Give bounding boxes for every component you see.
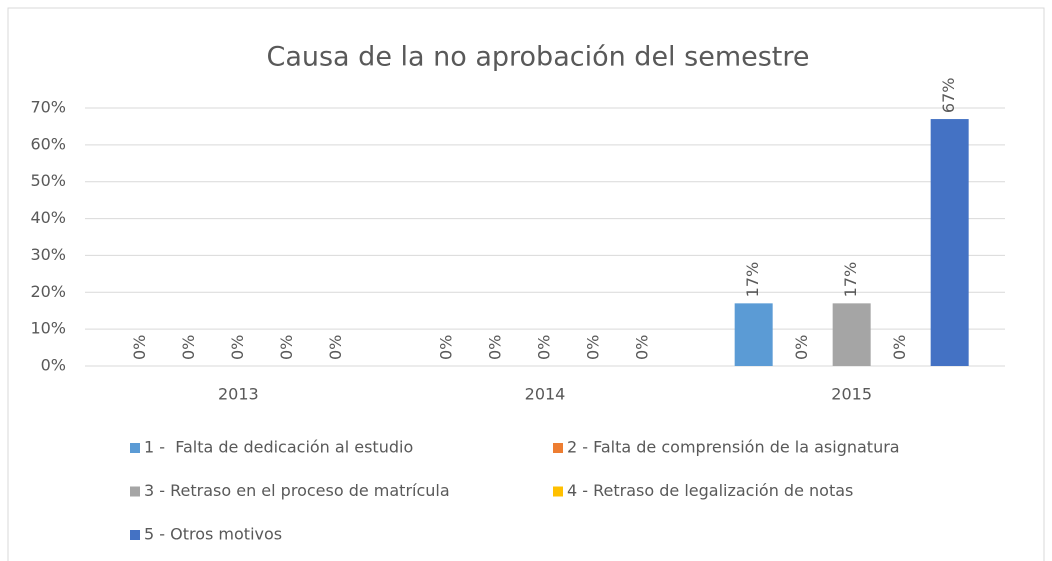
chart-title: Causa de la no aprobación del semestre xyxy=(266,42,809,73)
value-label: 0% xyxy=(633,335,652,360)
value-label: 17% xyxy=(743,262,762,298)
y-tick-label: 30% xyxy=(30,245,66,264)
value-label: 17% xyxy=(841,262,860,298)
value-label: 0% xyxy=(277,335,296,360)
y-tick-label: 70% xyxy=(30,98,66,117)
legend-label: 2 - Falta de comprensión de la asignatur… xyxy=(567,438,900,457)
legend-swatch xyxy=(130,443,140,453)
chart-border xyxy=(7,7,1045,561)
legend-swatch xyxy=(130,530,140,540)
legend-label: 5 - Otros motivos xyxy=(144,525,282,544)
legend-label: 1 - Falta de dedicación al estudio xyxy=(144,438,413,457)
value-label: 0% xyxy=(486,335,505,360)
value-label: 0% xyxy=(179,335,198,360)
value-label: 0% xyxy=(792,335,811,360)
y-tick-label: 10% xyxy=(30,319,66,338)
legend-swatch xyxy=(130,486,140,497)
legend-swatch xyxy=(553,443,563,453)
legend-label: 3 - Retraso en el proceso de matrícula xyxy=(144,481,450,500)
y-tick-label: 60% xyxy=(30,134,66,153)
value-label: 0% xyxy=(326,335,345,360)
x-tick-label: 2014 xyxy=(525,385,566,404)
value-label: 0% xyxy=(890,335,909,360)
y-tick-label: 50% xyxy=(30,171,66,190)
value-label: 0% xyxy=(535,335,554,360)
legend-label: 4 - Retraso de legalización de notas xyxy=(567,481,853,500)
bar xyxy=(930,119,969,366)
bar xyxy=(832,303,871,366)
value-label: 0% xyxy=(130,335,149,360)
value-label: 0% xyxy=(584,335,603,360)
bar xyxy=(734,303,773,366)
x-tick-label: 2013 xyxy=(218,385,259,404)
value-label: 0% xyxy=(228,335,247,360)
value-label: 0% xyxy=(437,335,456,360)
y-tick-label: 20% xyxy=(30,282,66,301)
x-tick-label: 2015 xyxy=(831,385,872,404)
legend-swatch xyxy=(553,486,563,497)
y-tick-label: 0% xyxy=(41,356,66,375)
value-label: 67% xyxy=(939,77,958,113)
y-tick-label: 40% xyxy=(30,208,66,227)
